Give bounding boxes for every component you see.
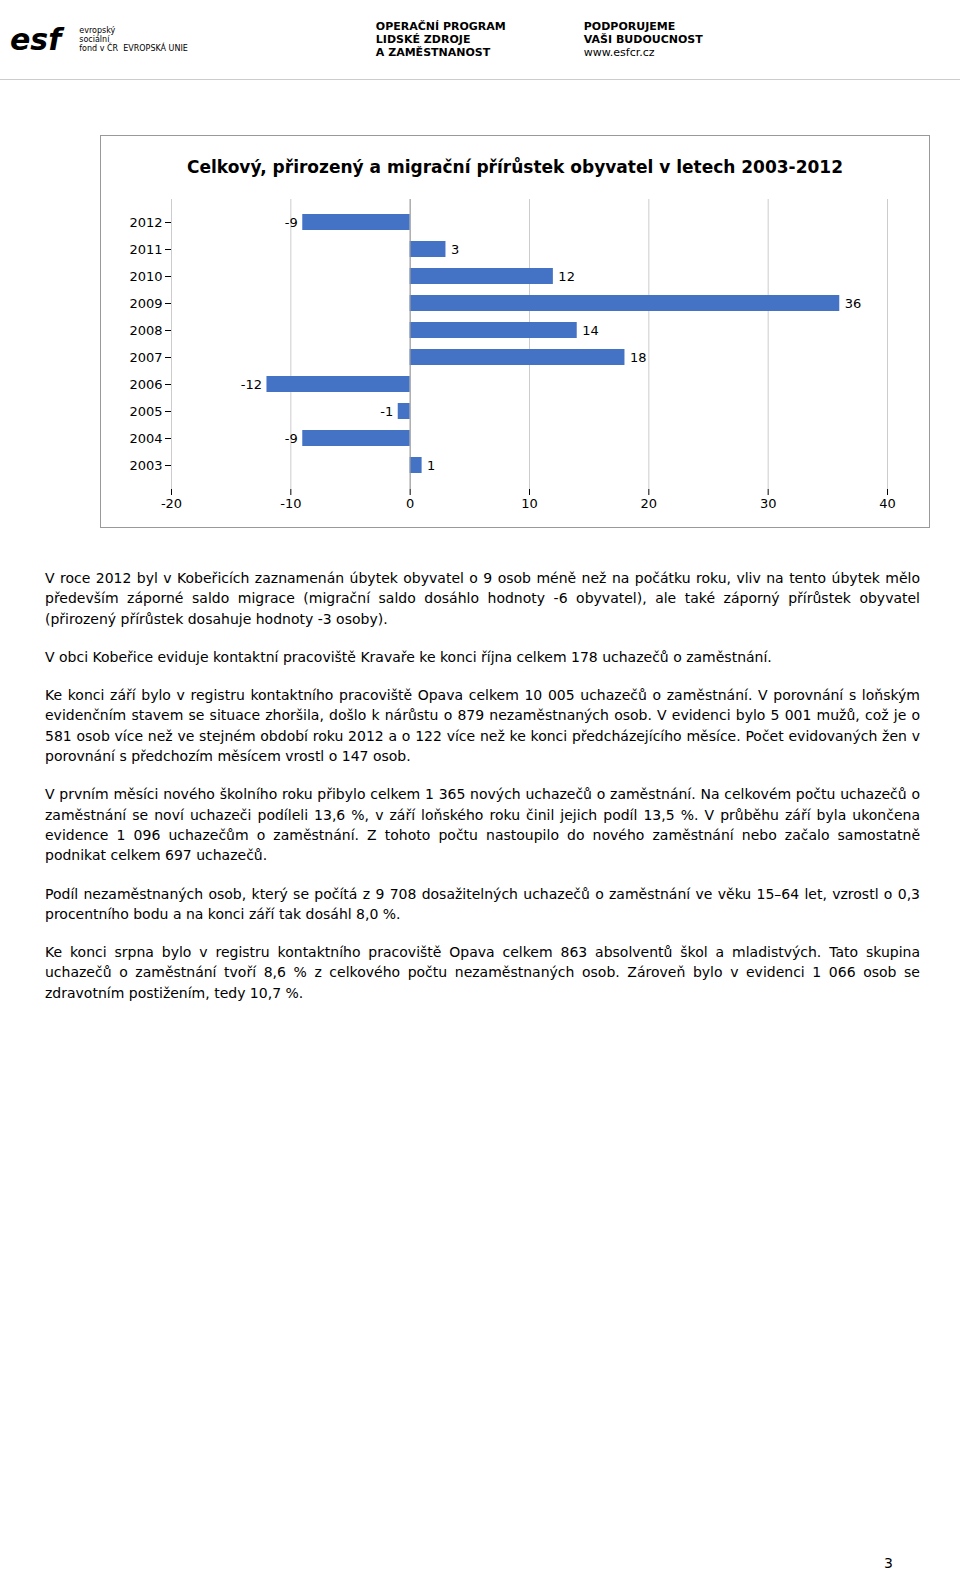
svg-text:12: 12: [558, 269, 575, 284]
svg-text:2004: 2004: [129, 431, 162, 446]
svg-text:2006: 2006: [129, 377, 162, 392]
svg-text:1: 1: [427, 458, 435, 473]
html-text:V roce 2012 byl v Kobeřicích z: V roce 2012 byl v Kobeřicích zaznamenán …: [45, 569, 920, 627]
svg-text:-12: -12: [241, 377, 262, 392]
svg-text:2003: 2003: [129, 458, 162, 473]
svg-text:2010: 2010: [129, 269, 162, 284]
svg-text:2011: 2011: [129, 242, 162, 257]
svg-text:0: 0: [406, 496, 414, 511]
html-text:Ke konci září bylo v registru: Ke konci září bylo v registru kontaktníh…: [45, 687, 920, 764]
svg-text:2007: 2007: [129, 350, 162, 365]
html-text:A ZAMĚSTNANOST: A ZAMĚSTNANOST: [375, 46, 491, 59]
html-text:V obci Kobeřice eviduje kontak: V obci Kobeřice eviduje kontaktní pracov…: [45, 648, 772, 665]
html-text:www.esfcr.cz: www.esfcr.cz: [583, 46, 655, 59]
svg-text:-20: -20: [161, 496, 182, 511]
html-text:OPERAČNÍ PROGRAM: OPERAČNÍ PROGRAM: [375, 20, 506, 33]
html-text:fond v ČR EVROPSKÁ UNIE: fond v ČR EVROPSKÁ UNIE: [79, 44, 188, 53]
html-text:3: 3: [884, 1555, 893, 1571]
svg-text:18: 18: [630, 350, 647, 365]
svg-text:14: 14: [582, 323, 599, 338]
svg-text:2012: 2012: [129, 215, 162, 230]
svg-text:30: 30: [760, 496, 777, 511]
html-text:esf: esf: [10, 22, 62, 57]
svg-text:-10: -10: [280, 496, 301, 511]
html-text:LIDSKÉ ZDROJE: LIDSKÉ ZDROJE: [375, 33, 471, 46]
svg-text:40: 40: [879, 496, 896, 511]
html-text:VAŠI BUDOUCNOST: VAŠI BUDOUCNOST: [583, 33, 703, 46]
svg-text:20: 20: [641, 496, 658, 511]
html-text:Celkový, přirozený a migrační: Celkový, přirozený a migrační přírůstek …: [187, 157, 843, 177]
svg-text:2009: 2009: [129, 296, 162, 311]
svg-text:10: 10: [521, 496, 538, 511]
html-text:PODPORUJEME: PODPORUJEME: [583, 20, 676, 33]
svg-text:-1: -1: [380, 404, 393, 419]
html-text:Ke konci srpna bylo v registru: Ke konci srpna bylo v registru kontaktní…: [45, 944, 920, 1001]
svg-text:2005: 2005: [129, 404, 162, 419]
svg-text:36: 36: [845, 296, 862, 311]
svg-text:3: 3: [451, 242, 459, 257]
svg-text:2008: 2008: [129, 323, 162, 338]
html-text:Podíl nezaměstnaných osob, kte: Podíl nezaměstnaných osob, který se počí…: [45, 885, 920, 922]
html-text:V prvním měsíci nového školníh: V prvním měsíci nového školního roku při…: [45, 786, 920, 864]
html-text:evropský: evropský: [79, 26, 116, 35]
svg-text:-9: -9: [285, 215, 298, 230]
svg-text:-9: -9: [285, 431, 298, 446]
html-text:sociální: sociální: [79, 35, 110, 44]
